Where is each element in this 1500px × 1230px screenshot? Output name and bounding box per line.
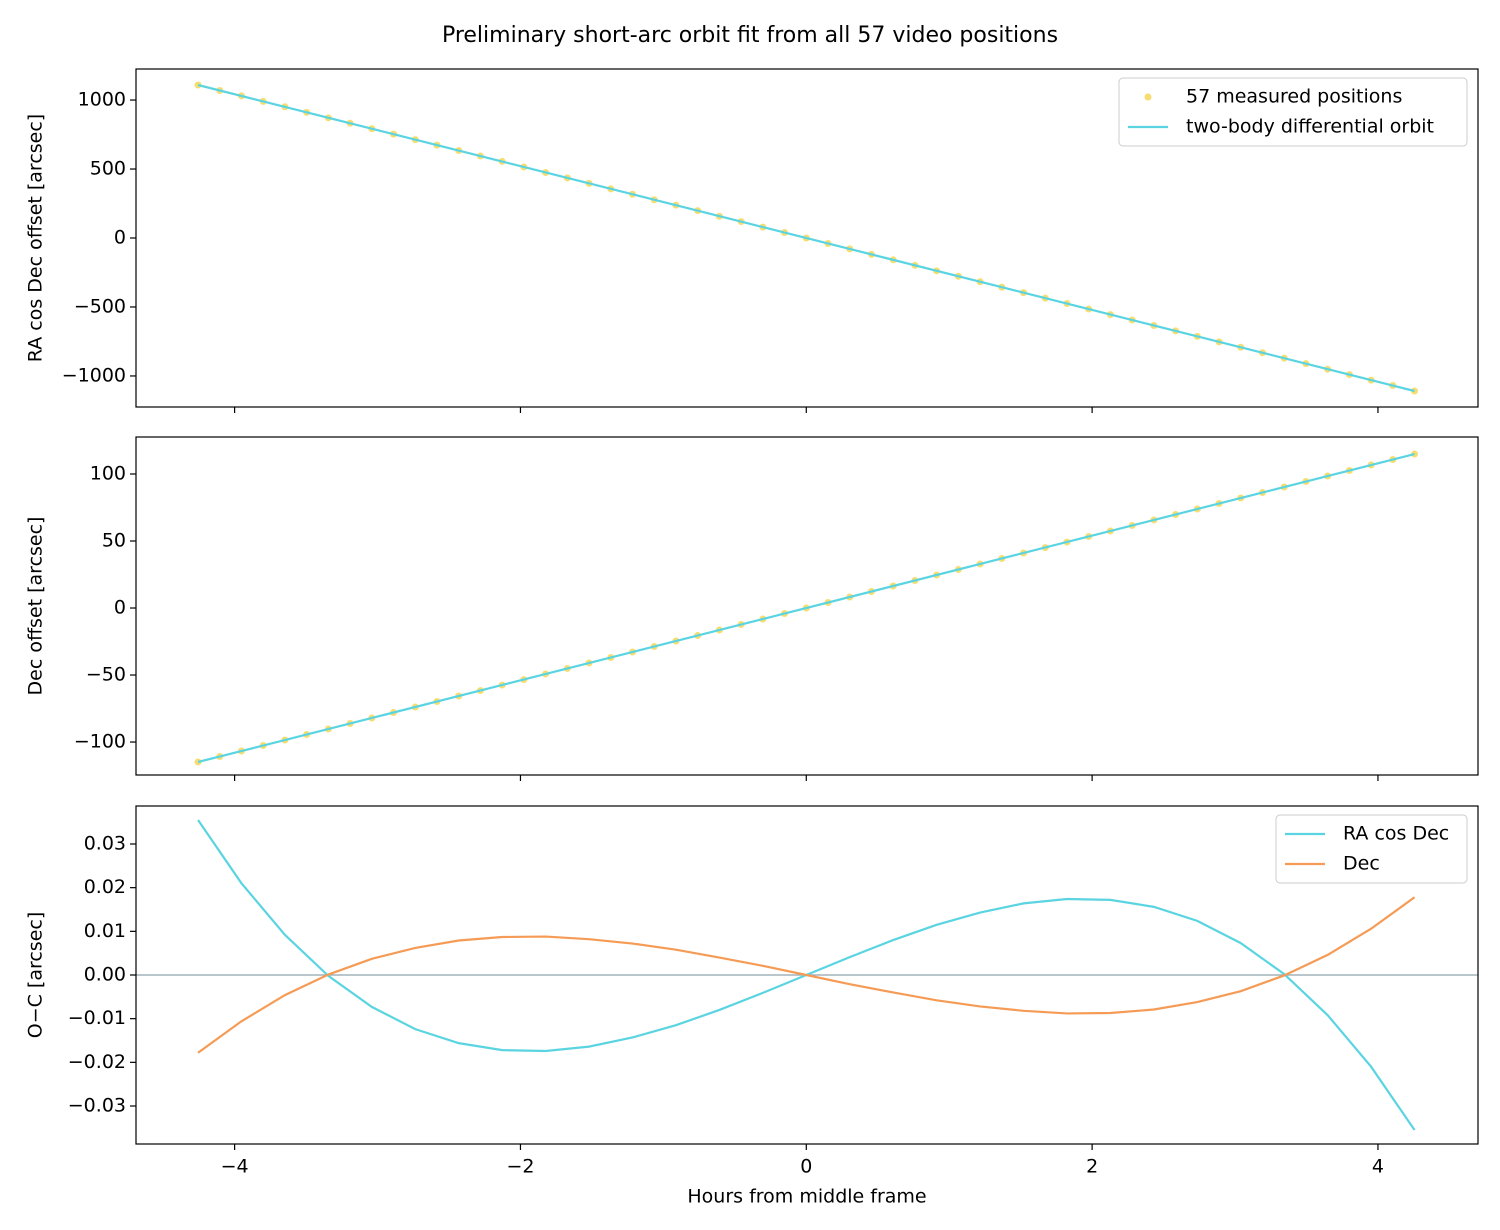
data-line [197,896,1416,1054]
y-axis-label: Dec offset [arcsec] [25,517,47,696]
x-tick-label: −4 [221,1156,249,1178]
x-axis-label: Hours from middle frame [687,1186,926,1208]
y-tick-label: 1000 [78,89,126,111]
legend: 57 measured positions two-body differenti… [1118,77,1468,147]
y-tick-label: −100 [74,731,126,753]
y-tick-label: 0 [114,227,126,249]
data-line [197,83,1415,393]
y-tick-label: 50 [102,530,126,552]
legend-marker [1144,93,1152,101]
y-axis-label: O−C [arcsec] [25,912,47,1039]
data-line [197,452,1415,764]
data-point [194,758,202,766]
y-tick-label: 0.03 [84,832,126,854]
legend-label: two-body differential orbit [1186,116,1434,138]
x-tick-label: 4 [1372,1156,1384,1178]
data-point [1411,387,1419,395]
y-tick-label: 0 [114,597,126,619]
panel: −100 −50 0 50 100 Dec offset [arcsec] [25,436,1479,781]
y-tick-label: 0.00 [84,964,126,986]
y-tick-label: −0.02 [68,1051,126,1073]
panel: −0.03 −0.02 −0.01 0.00 0.01 0.02 0.03 −4 −2 0 2 4 O−… [25,805,1479,1208]
panel: −1000 −500 0 500 1000 RA cos Dec offset [arcs… [25,68,1479,413]
y-tick-label: −50 [86,664,126,686]
y-tick-label: −1000 [62,364,126,386]
y-tick-label: −500 [74,295,126,317]
y-axis-label: RA cos Dec offset [arcsec] [25,114,47,362]
plot-frame [135,805,1479,1145]
x-tick-label: 0 [800,1156,812,1178]
y-tick-label: −0.01 [68,1007,126,1029]
y-tick-label: 0.01 [84,920,126,942]
y-tick-label: 100 [90,462,126,484]
legend: RA cos Dec Dec [1275,814,1468,884]
legend-box [1275,814,1468,884]
y-tick-label: 500 [90,158,126,180]
y-tick-label: 0.02 [84,876,126,898]
figure-title: Preliminary short-arc orbit fit from all… [442,23,1058,48]
plot-frame [135,68,1479,408]
data-point [1411,450,1419,458]
x-tick-label: 2 [1086,1156,1098,1178]
legend-label: 57 measured positions [1186,86,1402,108]
legend-label: Dec [1343,853,1380,875]
legend-label: RA cos Dec [1343,823,1449,845]
data-point [194,81,202,89]
y-tick-label: −0.03 [68,1095,126,1117]
x-tick-label: −2 [506,1156,534,1178]
legend-box [1118,77,1468,147]
plot-frame [135,436,1479,776]
